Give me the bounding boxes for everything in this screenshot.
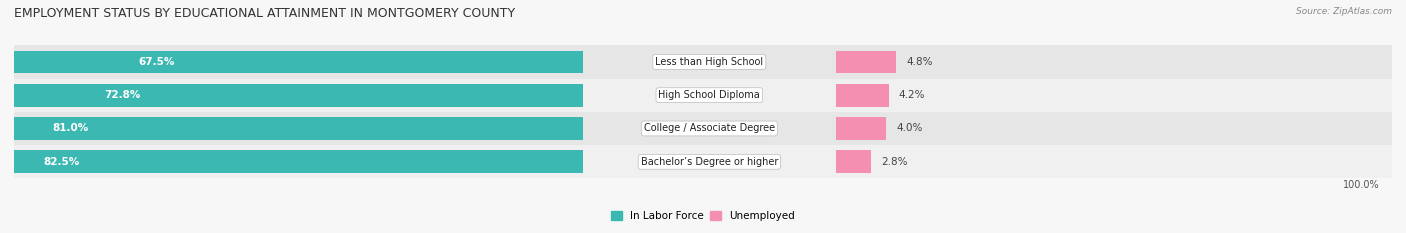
Bar — [14, 45, 1392, 79]
Text: 100.0%: 100.0% — [1343, 180, 1379, 190]
Text: 4.8%: 4.8% — [907, 57, 934, 67]
Bar — [0, 151, 583, 173]
Text: High School Diploma: High School Diploma — [658, 90, 761, 100]
Text: 82.5%: 82.5% — [44, 157, 80, 167]
Text: Source: ZipAtlas.com: Source: ZipAtlas.com — [1296, 7, 1392, 16]
Text: 4.0%: 4.0% — [897, 123, 922, 134]
Bar — [0, 84, 583, 106]
Text: Bachelor’s Degree or higher: Bachelor’s Degree or higher — [641, 157, 778, 167]
Bar — [835, 51, 897, 73]
Bar — [14, 145, 1392, 178]
Bar — [835, 151, 872, 173]
Text: 67.5%: 67.5% — [138, 57, 174, 67]
Bar — [0, 117, 583, 140]
Bar — [835, 117, 886, 140]
Text: 72.8%: 72.8% — [104, 90, 141, 100]
Text: 81.0%: 81.0% — [53, 123, 89, 134]
Text: 2.8%: 2.8% — [882, 157, 908, 167]
Text: College / Associate Degree: College / Associate Degree — [644, 123, 775, 134]
Bar — [14, 79, 1392, 112]
Bar — [835, 84, 889, 106]
Text: EMPLOYMENT STATUS BY EDUCATIONAL ATTAINMENT IN MONTGOMERY COUNTY: EMPLOYMENT STATUS BY EDUCATIONAL ATTAINM… — [14, 7, 515, 20]
Text: Less than High School: Less than High School — [655, 57, 763, 67]
Legend: In Labor Force, Unemployed: In Labor Force, Unemployed — [612, 211, 794, 221]
Text: 4.2%: 4.2% — [898, 90, 925, 100]
Bar — [0, 51, 583, 73]
Bar — [14, 112, 1392, 145]
